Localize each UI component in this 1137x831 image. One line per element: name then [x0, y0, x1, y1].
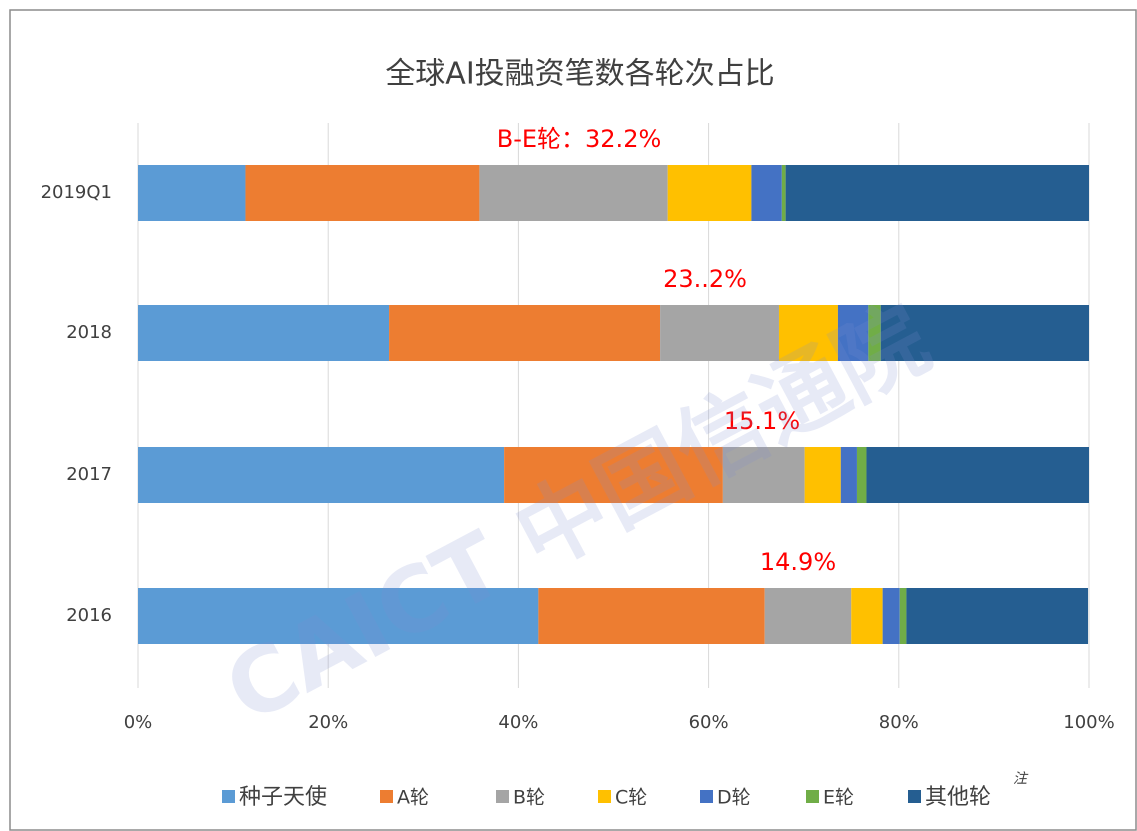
bar-segment — [837, 305, 869, 361]
bar-segment — [138, 165, 246, 221]
legend-note: 注 — [1013, 771, 1029, 787]
bar-segment — [804, 447, 841, 503]
bar-segment — [667, 165, 752, 221]
x-tick-label: 60% — [689, 712, 729, 733]
y-tick-label: 2016 — [66, 605, 112, 626]
x-tick-label: 40% — [498, 712, 538, 733]
legend-swatch — [700, 790, 713, 803]
bar-segment — [868, 305, 881, 361]
legend-label: B轮 — [513, 787, 545, 809]
bar-segment — [504, 447, 723, 503]
bar-segment — [899, 588, 907, 644]
bar-segment — [778, 305, 838, 361]
legend-label: D轮 — [717, 787, 751, 809]
legend-label: 其他轮 — [925, 785, 991, 810]
y-tick-label: 2017 — [66, 464, 112, 485]
bar-segment — [880, 305, 1089, 361]
bar-segment — [764, 588, 852, 644]
chart-frame — [9, 9, 1137, 831]
bar-segment — [781, 165, 786, 221]
x-tick-label: 80% — [879, 712, 919, 733]
annotation: 14.9% — [760, 548, 836, 576]
annotation: B-E轮：32.2% — [497, 125, 662, 153]
bar-segment — [245, 165, 480, 221]
y-tick-label: 2018 — [66, 322, 112, 343]
legend-label: E轮 — [823, 787, 854, 809]
legend-label: C轮 — [615, 787, 647, 809]
chart-title: 全球AI投融资笔数各轮次占比 — [385, 57, 774, 92]
x-tick-label: 20% — [308, 712, 348, 733]
y-tick-label: 2019Q1 — [41, 182, 112, 203]
bar-segment — [389, 305, 661, 361]
bar-segment — [660, 305, 779, 361]
bar-segment — [138, 588, 539, 644]
bar-segment — [722, 447, 805, 503]
x-tick-label: 100% — [1063, 712, 1114, 733]
x-tick-label: 0% — [124, 712, 153, 733]
bar-segment — [851, 588, 883, 644]
bar-segment — [138, 305, 390, 361]
bar-segment — [866, 447, 1089, 503]
legend-swatch — [908, 790, 921, 803]
bar-segment — [882, 588, 900, 644]
legend-swatch — [380, 790, 393, 803]
annotation: 23..2% — [663, 265, 747, 293]
annotation: 15.1% — [724, 407, 800, 435]
bar-segment — [751, 165, 782, 221]
legend-label: A轮 — [397, 787, 429, 809]
legend-swatch — [598, 790, 611, 803]
legend-swatch — [222, 790, 235, 803]
bar-segment — [840, 447, 857, 503]
bar-segment — [906, 588, 1089, 644]
legend-swatch — [496, 790, 509, 803]
bar-segment — [785, 165, 1089, 221]
legend-label: 种子天使 — [239, 785, 327, 810]
bar-segment — [538, 588, 765, 644]
bar-segment — [856, 447, 867, 503]
bar-segment — [138, 447, 505, 503]
bar-segment — [479, 165, 668, 221]
legend-swatch — [806, 790, 819, 803]
